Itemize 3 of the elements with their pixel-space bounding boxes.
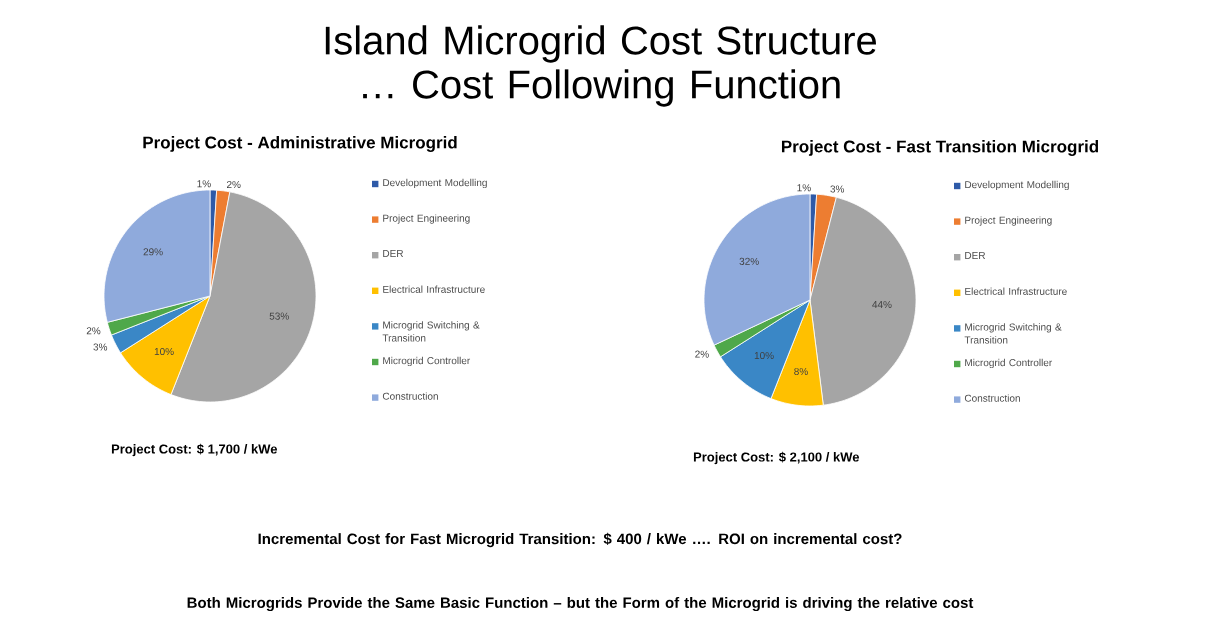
chart-title: Project Cost - Administrative Microgrid bbox=[143, 136, 457, 152]
text: Island Microgrid Cost Structure … Cost Following Function bbox=[325, 25, 876, 107]
chart-title: Project Cost - Fast Transition Microgrid bbox=[781, 140, 1099, 156]
